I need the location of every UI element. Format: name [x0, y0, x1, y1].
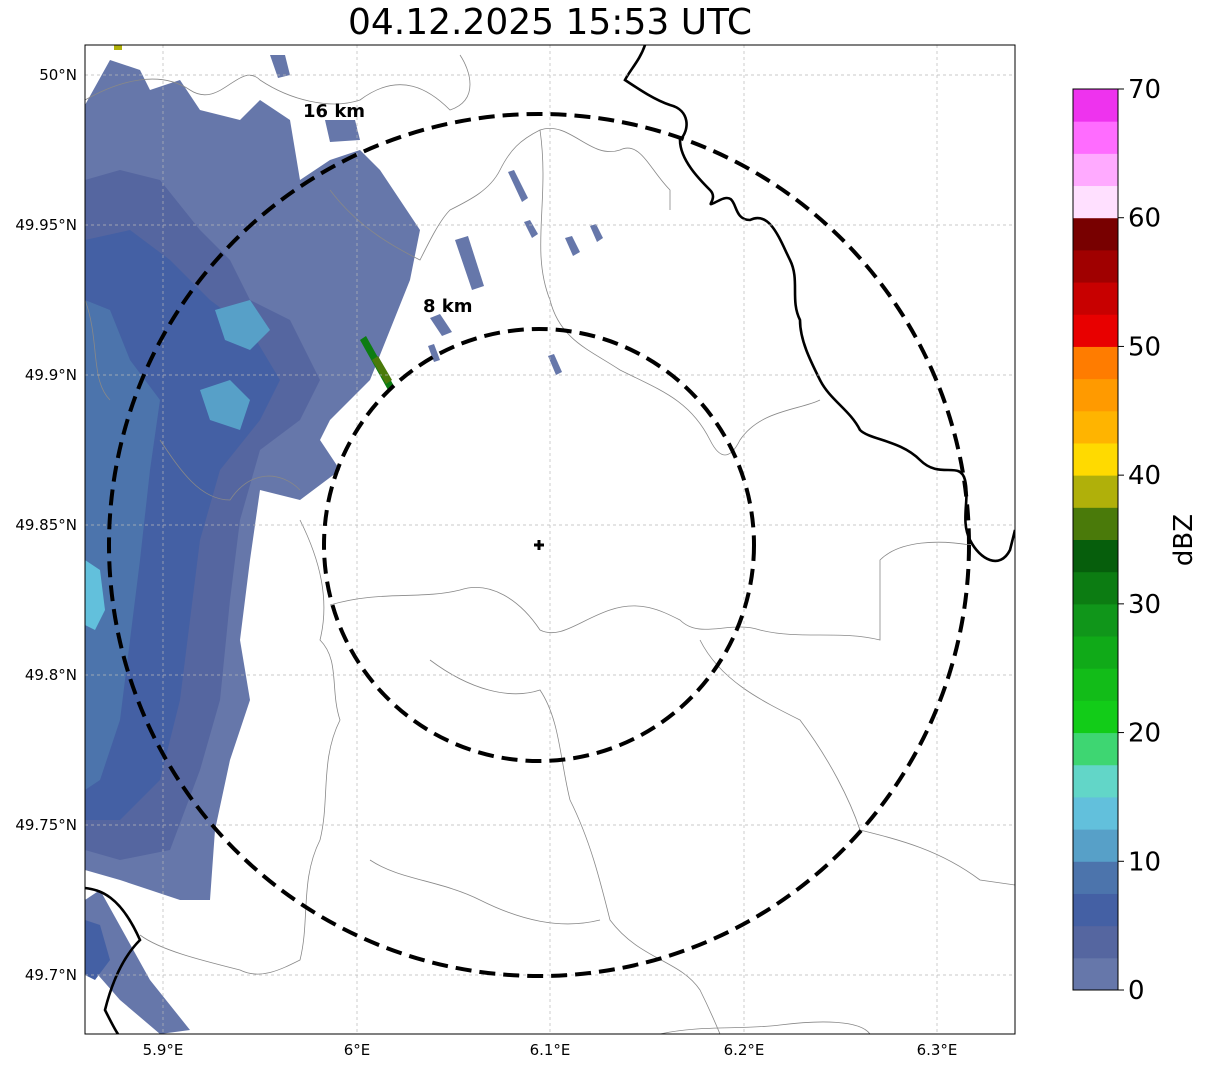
lat-tick-label: 49.95°N — [15, 216, 77, 234]
colorbar-segment — [1073, 861, 1118, 894]
colorbar-segment — [1073, 282, 1118, 315]
colorbar-tick-label: 50 — [1128, 332, 1161, 362]
colorbar-segment — [1073, 410, 1118, 444]
colorbar-segment — [1073, 539, 1118, 573]
colorbar-segment — [1073, 442, 1118, 476]
lat-tick-labels: 50°N 49.95°N 49.9°N 49.85°N 49.8°N 49.75… — [15, 66, 77, 984]
lat-tick-label: 49.7°N — [25, 966, 77, 984]
colorbar-segment — [1073, 217, 1118, 251]
colorbar-segment — [1073, 571, 1118, 605]
colorbar-frame — [1072, 88, 1119, 991]
radar-site-marker — [534, 540, 544, 550]
lon-tick-labels: 5.9°E 6°E 6.1°E 6.2°E 6.3°E — [143, 1041, 958, 1059]
colorbar-segment — [1073, 732, 1118, 766]
gridlines — [85, 45, 1015, 1034]
lat-tick-label: 49.8°N — [25, 666, 77, 684]
colorbar-segment — [1073, 700, 1118, 734]
colorbar-segment — [1073, 475, 1118, 508]
range-ring-8km — [322, 327, 756, 763]
range-ring-16km — [107, 112, 971, 978]
colorbar-segment — [1073, 378, 1118, 412]
colorbar-segment — [1073, 249, 1118, 283]
colorbar-tick-label: 0 — [1128, 976, 1145, 1006]
colorbar-segment — [1073, 346, 1118, 380]
colorbar-segment — [1073, 829, 1118, 862]
colorbar-segment — [1073, 796, 1118, 830]
colorbar-segment — [1073, 668, 1118, 701]
colorbar-tick-label: 40 — [1128, 461, 1161, 491]
lon-tick-label: 6.3°E — [917, 1041, 958, 1059]
colorbar-tick-label: 60 — [1128, 204, 1161, 234]
colorbar-segment — [1073, 185, 1118, 219]
map-title: 04.12.2025 15:53 UTC — [347, 2, 753, 43]
colorbar-segments — [1073, 89, 1118, 991]
lat-tick-label: 49.75°N — [15, 816, 77, 834]
national-border — [85, 45, 1015, 1034]
lat-tick-label: 49.85°N — [15, 516, 77, 534]
colorbar: 0 10 20 30 40 50 60 70 dBZ — [1072, 75, 1199, 1006]
colorbar-ticks: 0 10 20 30 40 50 60 70 — [1118, 75, 1161, 1006]
colorbar-segment — [1073, 507, 1118, 540]
lon-tick-label: 6°E — [344, 1041, 371, 1059]
colorbar-segment — [1073, 636, 1118, 669]
colorbar-tick-label: 70 — [1128, 75, 1161, 105]
lat-tick-label: 49.9°N — [25, 366, 77, 384]
colorbar-segment — [1073, 89, 1118, 122]
colorbar-segment — [1073, 893, 1118, 927]
lon-tick-label: 6.1°E — [530, 1041, 571, 1059]
map-frame — [84, 44, 1016, 1035]
ring-label-16km: 16 km — [303, 101, 365, 122]
colorbar-segment — [1073, 925, 1118, 959]
colorbar-segment — [1073, 764, 1118, 798]
colorbar-label: dBZ — [1169, 514, 1199, 566]
lon-tick-label: 6.2°E — [724, 1041, 765, 1059]
colorbar-tick-label: 30 — [1128, 590, 1161, 620]
ring-label-8km: 8 km — [423, 296, 473, 317]
lat-tick-label: 50°N — [39, 66, 77, 84]
colorbar-tick-label: 10 — [1128, 847, 1161, 877]
colorbar-segment — [1073, 153, 1118, 187]
colorbar-segment — [1073, 957, 1118, 991]
colorbar-segment — [1073, 314, 1118, 347]
colorbar-tick-label: 20 — [1128, 719, 1161, 749]
colorbar-segment — [1073, 121, 1118, 154]
colorbar-segment — [1073, 603, 1118, 637]
lon-tick-label: 5.9°E — [143, 1041, 184, 1059]
